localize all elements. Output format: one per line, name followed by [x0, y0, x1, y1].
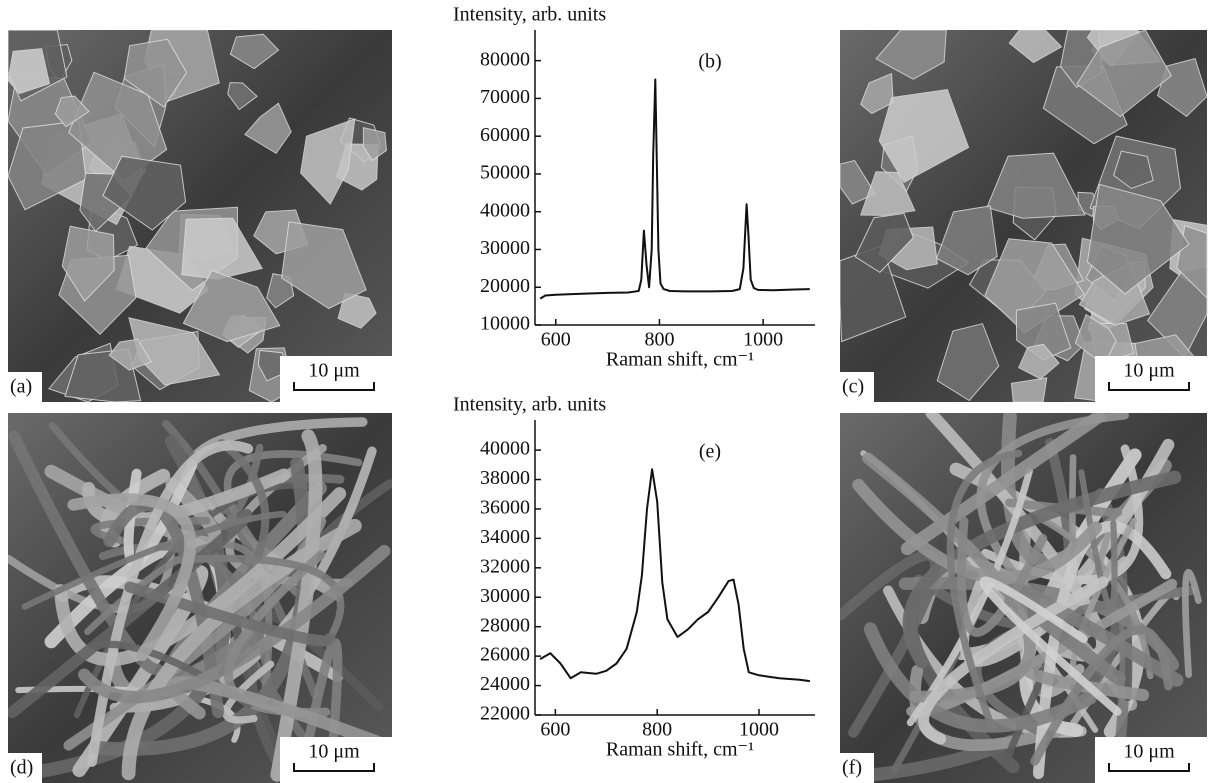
- y-tick-label: 40000: [480, 438, 530, 460]
- x-tick-label: 600: [541, 329, 571, 351]
- y-tick-label: 36000: [480, 497, 530, 519]
- y-tick-label: 50000: [480, 162, 530, 184]
- y-axis-label: Intensity, arb. units: [453, 4, 606, 26]
- y-tick-label: 34000: [480, 526, 530, 548]
- x-axis-label: Raman shift, cm⁻¹: [606, 739, 754, 761]
- scale-label: 10 μm: [1123, 360, 1175, 382]
- y-tick-label: 60000: [480, 124, 530, 146]
- x-tick-label: 800: [644, 329, 674, 351]
- y-tick-label: 38000: [480, 467, 530, 489]
- y-tick-label: 30000: [480, 585, 530, 607]
- y-tick-label: 24000: [480, 673, 530, 695]
- y-tick-label: 80000: [480, 48, 530, 70]
- panel-label: (a): [10, 376, 32, 398]
- y-tick-label: 70000: [480, 86, 530, 108]
- x-tick-label: 600: [540, 719, 570, 741]
- scale-label: 10 μm: [308, 741, 360, 763]
- gap: [392, 0, 840, 783]
- y-tick-label: 28000: [480, 614, 530, 636]
- x-tick-label: 1000: [739, 719, 779, 741]
- y-tick-label: 30000: [480, 237, 530, 259]
- x-axis-label: Raman shift, cm⁻¹: [606, 349, 754, 371]
- scale-label: 10 μm: [308, 360, 360, 382]
- panel-label: (e): [699, 441, 721, 463]
- y-tick-label: 10000: [480, 313, 530, 335]
- figure: (a) 10 μm (c) 10 μm (d) 10 μm (f) 10 μm 10000 200…: [0, 0, 1209, 783]
- scale-label: 10 μm: [1123, 741, 1175, 763]
- panel-label: (f): [842, 757, 862, 779]
- y-tick-label: 40000: [480, 199, 530, 221]
- panel-label: (d): [10, 757, 33, 779]
- y-tick-label: 20000: [480, 275, 530, 297]
- panel-label: (b): [698, 51, 721, 73]
- panel-label: (c): [842, 376, 864, 398]
- y-tick-label: 32000: [480, 555, 530, 577]
- y-tick-label: 22000: [480, 703, 530, 725]
- y-tick-label: 26000: [480, 644, 530, 666]
- gap: [0, 0, 8, 783]
- x-tick-label: 800: [642, 719, 672, 741]
- y-axis-label: Intensity, arb. units: [453, 394, 606, 416]
- x-tick-label: 1000: [743, 329, 783, 351]
